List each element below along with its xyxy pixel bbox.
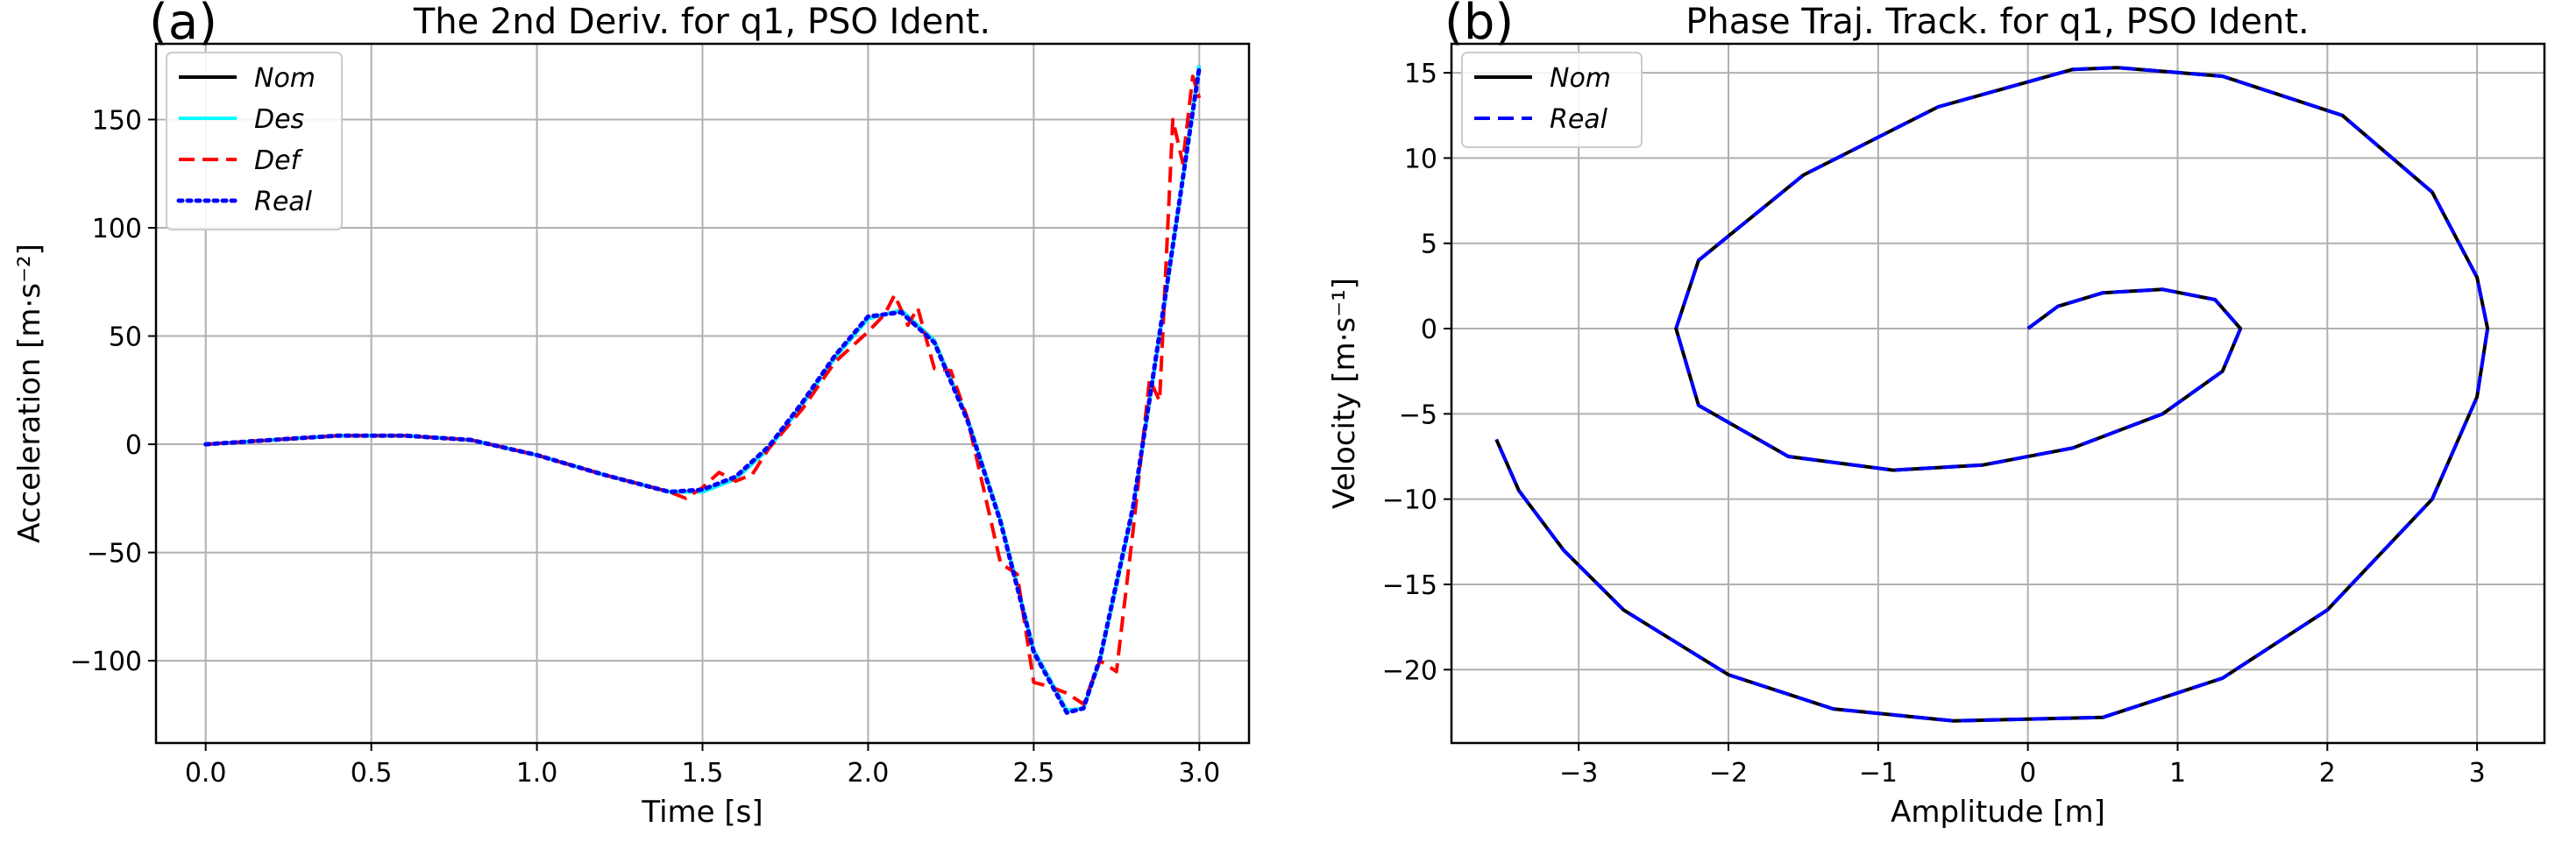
y-tick-label: −50 [87, 539, 142, 570]
x-tick-label: 1.5 [682, 758, 724, 789]
x-tick-label: 0.5 [351, 758, 393, 789]
y-tick-label: −15 [1382, 570, 1437, 601]
y-tick-label: 50 [109, 322, 142, 353]
y-tick-label: 0 [125, 430, 142, 461]
legend: Nom Des Def Real [166, 52, 343, 230]
chart-title: Phase Traj. Track. for q1, PSO Ident. [1685, 2, 2310, 42]
panel-label: (b) [1444, 0, 1514, 51]
x-tick-label: 2 [2319, 758, 2336, 789]
chart-title: The 2nd Deriv. for q1, PSO Ident. [413, 2, 990, 42]
x-tick-label: −2 [1709, 758, 1748, 789]
plot-frame [1450, 42, 2546, 745]
y-tick-label: 5 [1421, 230, 1437, 260]
x-tick-label: 3.0 [1178, 758, 1220, 789]
legend: Nom Real [1461, 52, 1643, 148]
y-tick-label: 10 [1404, 144, 1437, 174]
series-line-def [205, 74, 1202, 706]
legend-label-def: Def [254, 145, 304, 176]
series-group [1494, 66, 2490, 723]
y-axis-label: Velocity [m·s⁻¹] [1327, 278, 1362, 509]
y-tick-label: −5 [1399, 400, 1437, 430]
y-tick-label: 150 [92, 105, 142, 136]
x-tick-label: 0 [2019, 758, 2036, 789]
x-tick-label: −3 [1559, 758, 1598, 789]
legend-label-nom: Nom [254, 63, 316, 94]
legend-label-nom: Nom [1550, 63, 1611, 94]
panel-a: 0.0 0.5 1.0 1.5 2.0 2.5 3.0 −100 −50 0 50 100 150 Tim… [12, 0, 1251, 830]
y-axis-label: Acceleration [m·s⁻²] [12, 244, 47, 543]
x-tick-label: 1.0 [516, 758, 558, 789]
y-tick-label: −100 [70, 647, 142, 677]
x-tick-label: −1 [1859, 758, 1898, 789]
series-line-real [203, 65, 1202, 715]
x-tick-label: 2.0 [848, 758, 890, 789]
panel-label: (a) [149, 0, 217, 51]
legend-box [166, 52, 343, 230]
series-line-real [1494, 66, 2490, 723]
x-tick-label: 0.0 [185, 758, 227, 789]
x-axis-label: Amplitude [m] [1891, 795, 2105, 830]
legend-label-real: Real [1550, 104, 1608, 135]
y-tick-label: 15 [1404, 59, 1437, 89]
legend-label-des: Des [254, 104, 304, 135]
y-tick-label: −10 [1382, 485, 1437, 516]
x-tick-label: 3 [2469, 758, 2486, 789]
legend-label-real: Real [254, 187, 313, 217]
x-tick-label: 1 [2169, 758, 2186, 789]
series-group [203, 65, 1202, 715]
x-tick-label: 2.5 [1013, 758, 1055, 789]
x-axis-label: Time [s] [641, 795, 763, 830]
y-tick-label: 100 [92, 214, 142, 244]
y-tick-label: 0 [1421, 315, 1437, 345]
y-tick-label: −20 [1382, 655, 1437, 686]
